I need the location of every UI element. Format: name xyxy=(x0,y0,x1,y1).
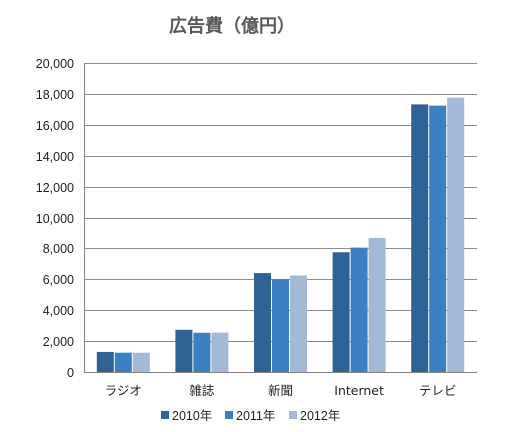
bar xyxy=(193,332,211,372)
bar xyxy=(272,279,289,372)
legend-swatch xyxy=(289,411,297,419)
x-axis-category-labels: ラジオ 雑誌 新聞 Internet テレビ xyxy=(105,383,457,398)
y-tick-label: 18,000 xyxy=(36,88,74,102)
x-category-label: 雑誌 xyxy=(189,383,215,398)
bar xyxy=(132,352,150,372)
bars xyxy=(96,97,465,372)
y-tick-label: 4,000 xyxy=(43,304,74,318)
y-tick-label: 0 xyxy=(67,366,74,380)
legend-label: 2012年 xyxy=(300,409,340,423)
legend: 2010年 2011年 2012年 xyxy=(161,409,340,423)
legend-swatch xyxy=(225,411,233,419)
y-tick-label: 16,000 xyxy=(36,119,74,133)
x-category-label: テレビ xyxy=(419,383,457,398)
bar xyxy=(429,105,447,372)
legend-label: 2011年 xyxy=(236,409,275,423)
bar xyxy=(114,352,132,372)
legend-label: 2010年 xyxy=(172,409,212,423)
bar xyxy=(290,275,307,372)
bar xyxy=(96,351,114,372)
y-tick-label: 2,000 xyxy=(43,335,74,349)
bar xyxy=(175,329,193,372)
bar xyxy=(254,273,271,372)
gridlines xyxy=(84,63,477,342)
bar xyxy=(350,247,368,372)
y-tick-label: 8,000 xyxy=(43,242,74,256)
x-category-label: Internet xyxy=(334,383,384,398)
bar xyxy=(332,252,350,372)
y-tick-label: 14,000 xyxy=(36,150,74,164)
x-category-label: ラジオ xyxy=(105,383,142,398)
legend-swatch xyxy=(161,411,169,419)
bar xyxy=(411,104,429,372)
axes xyxy=(84,63,477,373)
y-tick-label: 20,000 xyxy=(36,57,74,71)
bar xyxy=(368,237,386,372)
y-axis-tick-labels: 0 2,000 4,000 6,000 8,000 10,000 12,000 14,000 1… xyxy=(36,57,74,380)
y-tick-label: 6,000 xyxy=(43,273,74,287)
bar xyxy=(447,97,465,372)
bar xyxy=(211,332,229,372)
x-category-label: 新聞 xyxy=(268,383,293,398)
y-tick-label: 10,000 xyxy=(36,212,74,226)
y-tick-label: 12,000 xyxy=(36,181,74,195)
chart-title: 広告費（億円） xyxy=(169,15,295,37)
